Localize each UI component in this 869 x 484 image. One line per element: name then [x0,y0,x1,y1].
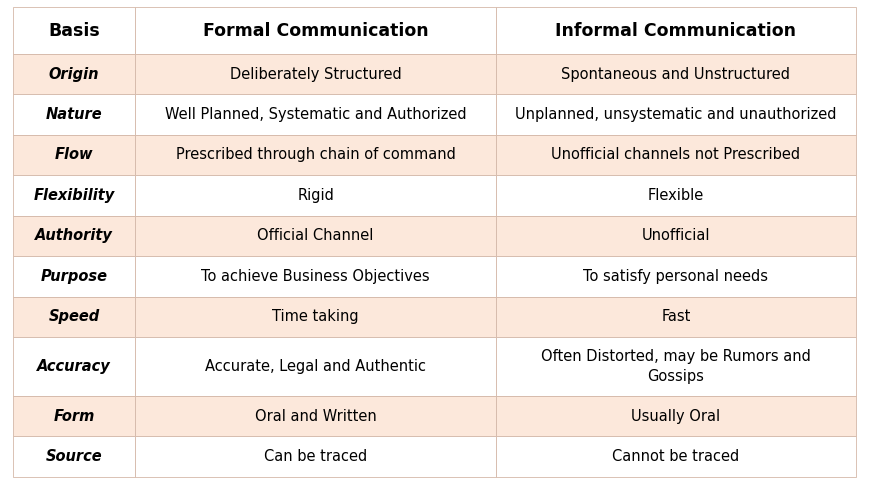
Text: Cannot be traced: Cannot be traced [613,449,740,464]
Text: Flow: Flow [55,148,93,163]
Bar [13,175,136,216]
Text: Time taking: Time taking [272,309,359,324]
Text: Purpose: Purpose [41,269,108,284]
Bar [136,135,496,175]
Bar [13,135,136,175]
Bar [13,54,136,94]
Text: Formal Communication: Formal Communication [202,21,428,40]
Text: Authority: Authority [36,228,113,243]
Bar [496,337,856,396]
Bar [136,175,496,216]
Text: Can be traced: Can be traced [264,449,368,464]
Text: Unofficial channels not Prescribed: Unofficial channels not Prescribed [552,148,800,163]
Text: Official Channel: Official Channel [257,228,374,243]
Text: Source: Source [46,449,103,464]
Text: Often Distorted, may be Rumors and
Gossips: Often Distorted, may be Rumors and Gossi… [541,349,811,384]
Text: Prescribed through chain of command: Prescribed through chain of command [176,148,455,163]
Text: Nature: Nature [46,107,103,122]
Text: Fast: Fast [661,309,691,324]
Bar [13,436,136,477]
Text: Usually Oral: Usually Oral [632,408,720,424]
Bar [136,396,496,436]
Text: Flexible: Flexible [648,188,704,203]
Bar [136,94,496,135]
Bar [13,297,136,337]
Bar [136,337,496,396]
Bar [496,216,856,256]
Bar [13,396,136,436]
Text: Well Planned, Systematic and Authorized: Well Planned, Systematic and Authorized [165,107,467,122]
Bar [13,216,136,256]
Text: Deliberately Structured: Deliberately Structured [229,66,401,81]
Bar [136,54,496,94]
Bar [496,7,856,54]
Bar [496,135,856,175]
Bar [13,94,136,135]
Bar [496,175,856,216]
Text: Speed: Speed [49,309,100,324]
Bar [496,396,856,436]
Bar [496,297,856,337]
Text: Accurate, Legal and Authentic: Accurate, Legal and Authentic [205,359,426,374]
Bar [136,297,496,337]
Text: Origin: Origin [49,66,99,81]
Bar [136,436,496,477]
Bar [496,54,856,94]
Text: Oral and Written: Oral and Written [255,408,376,424]
Text: Spontaneous and Unstructured: Spontaneous and Unstructured [561,66,791,81]
Text: Informal Communication: Informal Communication [555,21,797,40]
Bar [136,7,496,54]
Bar [13,256,136,297]
Text: Unofficial: Unofficial [641,228,710,243]
Text: To satisfy personal needs: To satisfy personal needs [583,269,768,284]
Text: Accuracy: Accuracy [37,359,111,374]
Text: Flexibility: Flexibility [34,188,115,203]
Bar [496,256,856,297]
Bar [13,7,136,54]
Text: To achieve Business Objectives: To achieve Business Objectives [202,269,430,284]
Bar [496,436,856,477]
Bar [13,337,136,396]
Bar [136,216,496,256]
Text: Unplanned, unsystematic and unauthorized: Unplanned, unsystematic and unauthorized [515,107,837,122]
Text: Rigid: Rigid [297,188,334,203]
Text: Basis: Basis [49,21,100,40]
Bar [136,256,496,297]
Text: Form: Form [54,408,95,424]
Bar [496,94,856,135]
